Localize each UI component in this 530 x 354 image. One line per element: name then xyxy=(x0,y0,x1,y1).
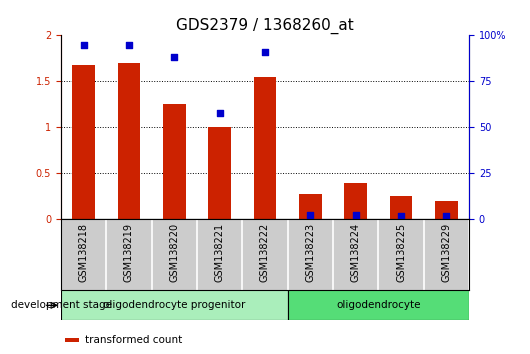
Text: GSM138221: GSM138221 xyxy=(215,223,225,282)
Bar xyxy=(65,338,80,342)
Bar xyxy=(163,104,186,219)
Text: GSM138218: GSM138218 xyxy=(78,223,89,282)
Text: GSM138219: GSM138219 xyxy=(124,223,134,282)
Text: GSM138223: GSM138223 xyxy=(305,223,315,282)
Text: GSM138222: GSM138222 xyxy=(260,223,270,282)
Point xyxy=(351,212,360,218)
Bar xyxy=(344,183,367,219)
Text: GSM138229: GSM138229 xyxy=(441,223,452,282)
Bar xyxy=(118,63,140,219)
Text: oligodendrocyte progenitor: oligodendrocyte progenitor xyxy=(103,300,245,310)
Text: GSM138220: GSM138220 xyxy=(169,223,179,282)
Bar xyxy=(435,201,458,219)
Point xyxy=(261,49,269,55)
Bar xyxy=(61,290,288,320)
Point xyxy=(306,212,315,218)
Point xyxy=(125,42,133,47)
Text: GSM138225: GSM138225 xyxy=(396,223,406,282)
Point xyxy=(80,42,88,47)
Title: GDS2379 / 1368260_at: GDS2379 / 1368260_at xyxy=(176,18,354,34)
Bar xyxy=(299,194,322,219)
Bar xyxy=(254,77,276,219)
Bar xyxy=(72,65,95,219)
Point xyxy=(442,213,450,219)
Bar xyxy=(208,127,231,219)
Text: transformed count: transformed count xyxy=(85,335,183,345)
Bar xyxy=(390,196,412,219)
Point xyxy=(397,213,405,219)
Text: oligodendrocyte: oligodendrocyte xyxy=(336,300,421,310)
Text: GSM138224: GSM138224 xyxy=(351,223,361,282)
Bar xyxy=(288,290,469,320)
Point xyxy=(215,110,224,115)
Text: development stage: development stage xyxy=(11,300,112,310)
Point xyxy=(170,55,179,60)
